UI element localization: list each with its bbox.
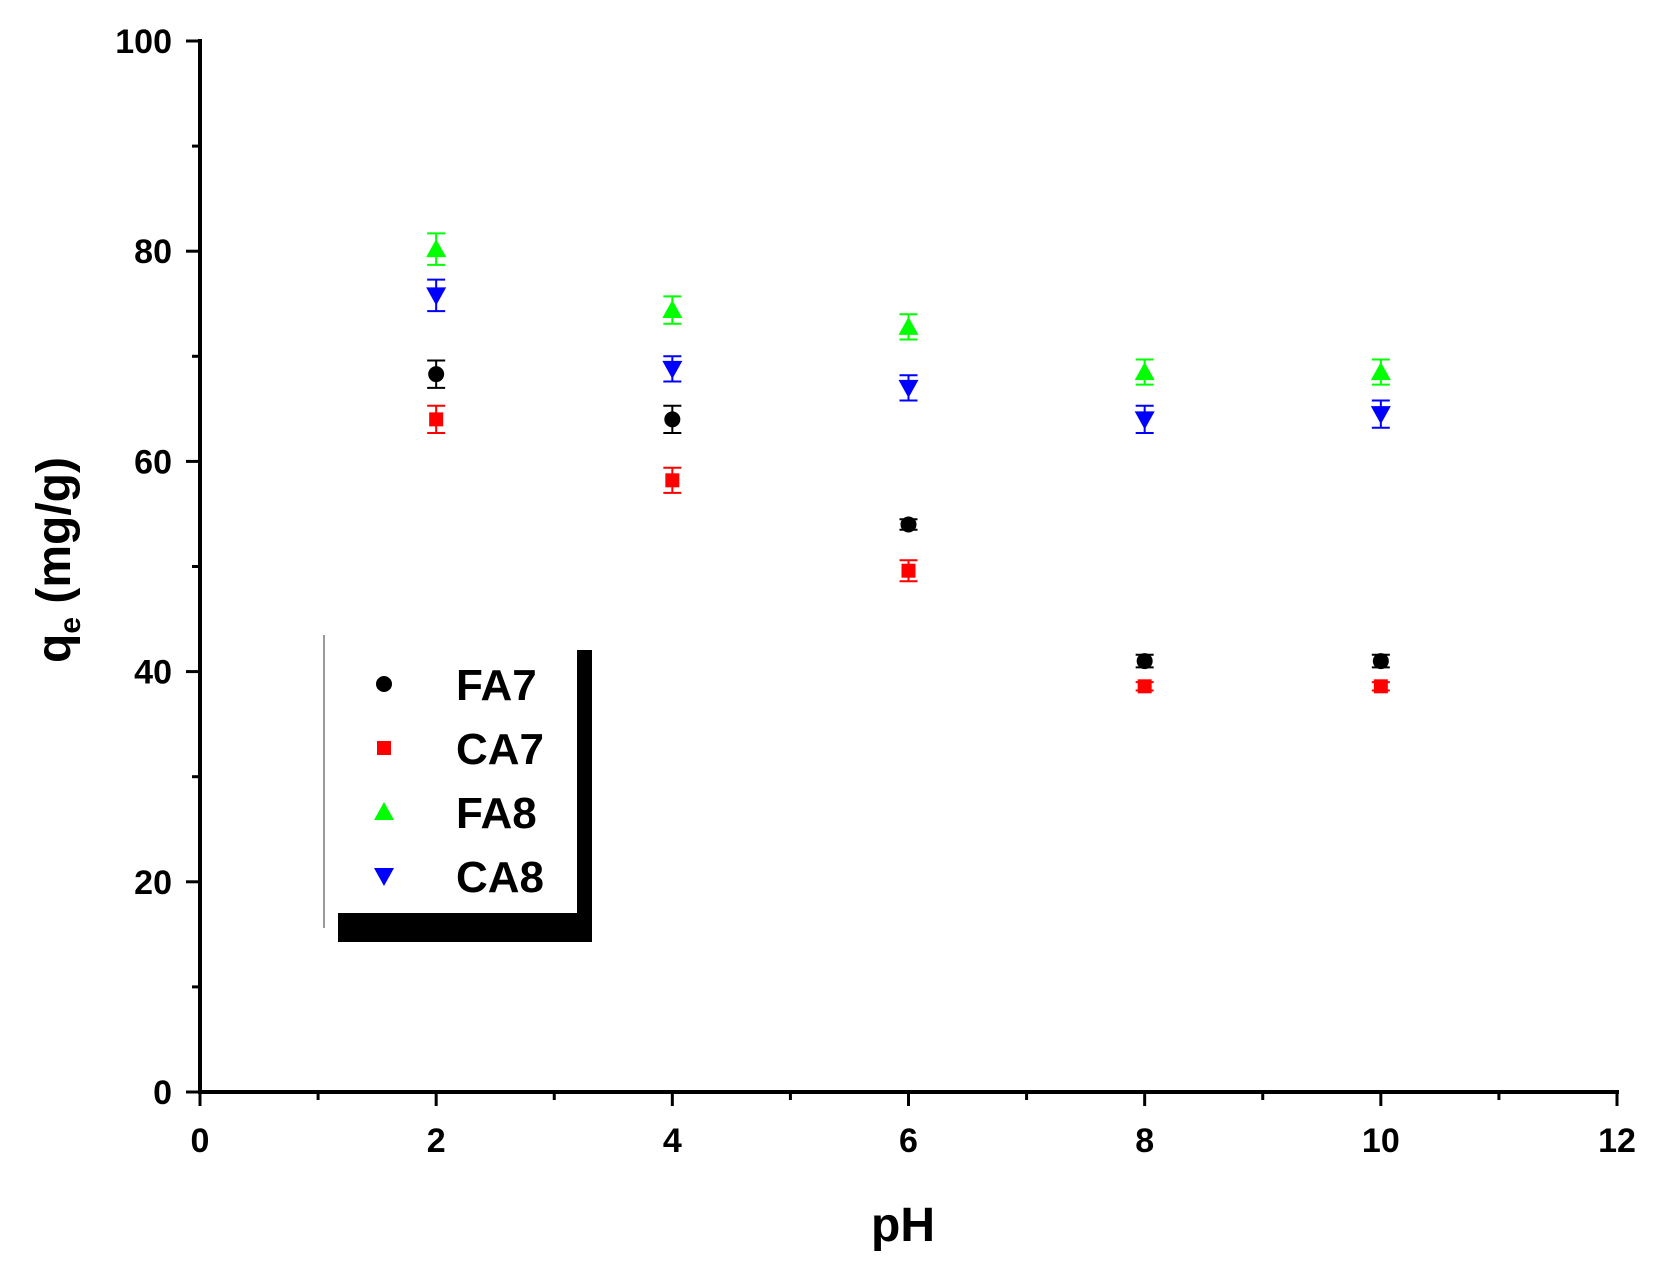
data-point [429, 412, 444, 427]
x-axis-title: pH [871, 1199, 935, 1252]
y-tick-label: 20 [134, 864, 172, 902]
y-axis-title: qe (mg/g) [28, 457, 87, 663]
x-tick-label: 10 [1362, 1122, 1400, 1160]
data-point [665, 473, 680, 488]
x-tick-label: 4 [663, 1122, 682, 1160]
data-point [1136, 653, 1153, 670]
x-tick-label: 12 [1598, 1122, 1636, 1160]
series-ca8 [426, 278, 1391, 435]
data-point [1370, 362, 1391, 381]
data-point [428, 366, 445, 383]
data-point [662, 360, 683, 379]
series-ca7 [427, 404, 1390, 694]
data-point [1137, 679, 1152, 694]
y-tick-label: 80 [134, 233, 172, 271]
legend-shadow-bottom [338, 913, 592, 942]
x-tick-label: 8 [1135, 1122, 1154, 1160]
legend-marker-ca7 [377, 741, 391, 755]
y-tick-label: 60 [134, 443, 172, 481]
x-tick-label: 6 [899, 1122, 918, 1160]
data-point [898, 316, 919, 335]
data-point [664, 411, 681, 428]
data-point [898, 379, 919, 398]
y-tick-label: 100 [115, 23, 172, 61]
legend-marker-ca8 [374, 868, 394, 886]
data-point [1134, 362, 1155, 381]
data-point [426, 287, 447, 306]
data-point [426, 239, 447, 258]
data-point [1134, 411, 1155, 430]
y-tick-label: 0 [153, 1074, 172, 1112]
legend-marker-fa8 [374, 802, 394, 820]
y-axis-subscript: e [54, 617, 87, 634]
y-axis-label: q [28, 634, 81, 663]
legend-marker-fa7 [376, 676, 392, 692]
y-tick-label: 40 [134, 654, 172, 692]
legend-label-fa7: FA7 [456, 661, 537, 710]
data-point [1372, 653, 1389, 670]
series-fa7 [427, 359, 1390, 670]
legend-label-fa8: FA8 [456, 789, 537, 838]
x-tick-label: 2 [427, 1122, 446, 1160]
svg-text:qe (mg/g): qe (mg/g) [28, 457, 87, 663]
legend-label-ca8: CA8 [456, 853, 544, 902]
data-point [900, 516, 917, 533]
y-axis-unit: (mg/g) [28, 457, 81, 617]
x-tick-label: 0 [191, 1122, 210, 1160]
legend-label-ca7: CA7 [456, 725, 544, 774]
legend: FA7 CA7 FA8 CA8 [323, 635, 592, 942]
legend-shadow-right [577, 650, 592, 942]
series-fa8 [426, 232, 1391, 386]
data-point [662, 300, 683, 319]
data-point [1373, 679, 1388, 694]
data-point [1370, 406, 1391, 425]
data-point [901, 563, 916, 578]
